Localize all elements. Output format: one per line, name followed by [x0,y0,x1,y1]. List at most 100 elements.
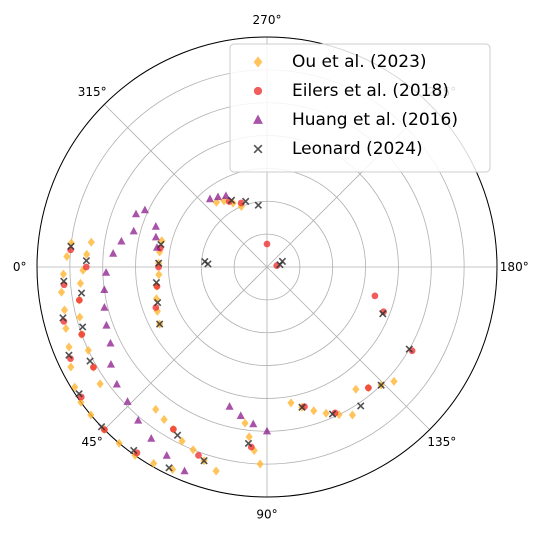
data-point [348,410,357,420]
data-point [78,323,87,331]
legend-box [229,43,491,173]
data-points [57,191,416,476]
data-point [379,310,387,318]
data-point [356,402,365,410]
data-point [62,323,70,333]
data-point [97,423,106,431]
data-point [256,459,264,469]
data-point [102,268,111,276]
data-point [152,304,160,311]
data-point [117,236,126,245]
data-point [371,292,379,300]
data-point [212,466,220,476]
theta-tick-label: 0° [13,260,27,274]
theta-tick-label: 315° [78,85,107,99]
data-point [59,314,67,322]
data-point [244,439,253,448]
data-point [152,243,162,251]
series-eilers-et-al-2018 [60,198,416,459]
data-point [76,278,85,288]
data-point [322,408,330,418]
polar-grid [36,36,498,498]
data-point [405,345,413,353]
data-point [390,376,398,386]
data-point [162,451,171,459]
data-point [262,426,272,435]
data-point [67,238,75,248]
theta-tick-label: 45° [82,435,103,449]
legend-label: Ou et al. (2023) [292,52,427,72]
data-point [157,240,165,249]
data-point [65,342,73,352]
data-point [109,249,118,257]
data-point [87,410,95,420]
data-point [77,289,86,297]
data-point [84,345,92,355]
angular-grid-line [104,266,268,430]
data-point [352,384,360,394]
legend-marker [253,56,263,68]
legend: Ou et al. (2023) Eilers et al. (2018) Huan… [229,43,491,173]
data-point [213,192,223,201]
data-point [63,252,71,262]
data-point [189,445,197,455]
data-point [165,464,173,472]
data-point [131,209,141,218]
data-point [115,438,123,448]
angular-grid-line [266,266,430,430]
data-point [195,451,202,459]
data-point [221,191,230,200]
data-point [151,232,160,241]
data-point [298,403,306,411]
legend-label: Huang et al. (2016) [292,110,458,130]
data-point [87,237,95,247]
data-point [100,303,109,311]
angular-grid-line [104,104,268,268]
data-point [254,201,263,209]
data-point [151,222,160,230]
data-point [83,249,91,259]
data-point [310,406,318,416]
data-point [140,205,149,214]
data-point [200,457,208,465]
data-point [100,285,109,294]
series-huang-et-al-2016 [100,191,272,475]
legend-label: Eilers et al. (2018) [292,81,449,101]
data-point [102,320,111,329]
data-point [225,402,234,410]
data-point [263,240,271,248]
data-point [129,226,138,235]
data-point [78,331,86,338]
data-point [155,270,163,280]
legend-marker [253,114,263,124]
theta-tick-label: 270° [253,13,282,27]
data-point [82,256,91,265]
legend-label: Leonard (2024) [292,139,423,159]
data-point [168,464,177,474]
data-point [67,242,75,251]
data-point [205,194,215,203]
data-point [160,415,168,425]
data-point [227,196,236,204]
series-leonard-2024 [59,196,413,472]
data-point [154,259,163,267]
data-point [96,379,104,389]
data-point [59,269,68,279]
data-point [82,263,90,271]
data-point [106,338,115,347]
data-point [75,296,83,304]
data-point [57,287,66,297]
data-point [180,466,189,475]
data-point [60,305,69,315]
data-point [241,197,250,206]
data-point [245,432,253,442]
legend-marker [253,144,263,154]
data-point [241,418,249,428]
data-point [173,431,182,439]
data-point [112,379,121,388]
data-point [335,410,343,420]
data-point [153,298,162,307]
data-point [328,410,337,418]
data-point [152,404,160,414]
